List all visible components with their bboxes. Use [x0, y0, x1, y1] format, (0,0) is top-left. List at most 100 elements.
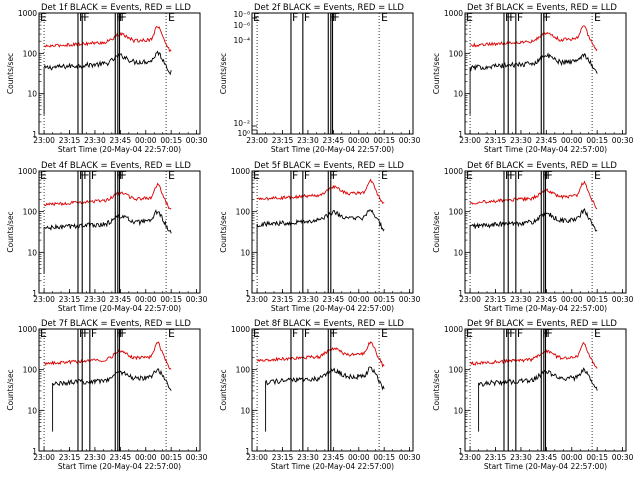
- x-tick-label: 00:15: [160, 453, 182, 462]
- events-series-line: [478, 367, 598, 432]
- eclipse-marker-label: E: [466, 169, 473, 182]
- flare-marker-label: F: [509, 169, 515, 182]
- panel-det-2f: Det 2f BLACK = Events, RED = LLDEFFFFFE2…: [219, 3, 421, 154]
- panel-det-9f: Det 9f BLACK = Events, RED = LLDEFFFFFFE…: [432, 319, 634, 471]
- flare-marker-label: F: [545, 169, 551, 182]
- flare-marker-label: F: [545, 11, 551, 24]
- x-tick-label: 00:00: [348, 136, 370, 145]
- x-axis-label: Start Time (20-May-04 22:57:00): [484, 462, 607, 471]
- y-tick-label: 1: [32, 289, 37, 298]
- y-tick-label: 10: [240, 406, 250, 415]
- x-tick-label: 23:30: [297, 453, 319, 462]
- x-tick-label: 23:30: [84, 295, 106, 304]
- y-axis-label: Counts/sec: [6, 53, 15, 94]
- plot-frame: [464, 328, 627, 452]
- eclipse-marker-label: E: [466, 11, 473, 24]
- x-tick-label: 00:15: [160, 295, 182, 304]
- flare-marker-label: F: [121, 11, 127, 24]
- x-tick-label: 00:00: [135, 453, 157, 462]
- flare-marker-label: F: [83, 11, 89, 24]
- flare-marker-label: F: [292, 169, 298, 182]
- panel-title: Det 8f BLACK = Events, RED = LLD: [254, 319, 404, 329]
- x-tick-label: 23:15: [272, 295, 294, 304]
- eclipse-marker-label: E: [466, 327, 473, 340]
- y-tick-label: 10: [240, 248, 250, 257]
- events-series-line: [265, 366, 385, 432]
- y-tick-label: 1: [458, 447, 463, 456]
- events-series-line: [43, 209, 172, 274]
- panel-det-6f: Det 6f BLACK = Events, RED = LLDEFFFFFFE…: [432, 161, 634, 313]
- events-series-line: [469, 52, 598, 115]
- flare-marker-label: F: [121, 169, 127, 182]
- lld-series-line: [256, 178, 385, 204]
- x-tick-label: 23:15: [272, 453, 294, 462]
- eclipse-marker-label: E: [168, 169, 175, 182]
- x-tick-label: 00:30: [186, 295, 208, 304]
- y-tick-label: 100: [236, 208, 251, 217]
- y-tick-label: 100: [23, 208, 38, 217]
- x-axis-label: Start Time (20-May-04 22:57:00): [58, 145, 181, 154]
- eclipse-marker-label: E: [253, 327, 260, 340]
- lld-series-line: [43, 182, 172, 210]
- eclipse-marker-label: E: [381, 11, 388, 24]
- x-tick-label: 00:30: [186, 453, 208, 462]
- y-tick-label: 1: [458, 289, 463, 298]
- x-tick-label: 23:00: [33, 136, 55, 145]
- flare-marker-label: F: [547, 169, 553, 182]
- x-tick-label: 23:45: [110, 295, 132, 304]
- flare-marker-label: F: [292, 327, 298, 340]
- panel-title: Det 4f BLACK = Events, RED = LLD: [41, 161, 191, 171]
- x-tick-label: 00:00: [561, 295, 583, 304]
- x-tick-label: 00:00: [135, 295, 157, 304]
- flare-marker-label: F: [542, 11, 548, 24]
- plot-frame: [251, 328, 414, 452]
- flare-marker-label: F: [121, 327, 127, 340]
- x-tick-label: 00:00: [348, 295, 370, 304]
- x-axis-label: Start Time (20-May-04 22:57:00): [271, 304, 394, 313]
- panel-title: Det 1f BLACK = Events, RED = LLD: [41, 3, 191, 13]
- panel-det-3f: Det 3f BLACK = Events, RED = LLDEFFFFFE2…: [432, 3, 634, 154]
- x-axis-label: Start Time (20-May-04 22:57:00): [271, 462, 394, 471]
- x-axis-label: Start Time (20-May-04 22:57:00): [271, 145, 394, 154]
- eclipse-marker-label: E: [594, 169, 601, 182]
- panel-title: Det 9f BLACK = Events, RED = LLD: [467, 319, 617, 329]
- flare-marker-label: F: [83, 169, 89, 182]
- eclipse-marker-label: E: [168, 327, 175, 340]
- x-tick-label: 23:15: [59, 136, 81, 145]
- x-tick-label: 00:00: [348, 453, 370, 462]
- x-tick-label: 23:15: [272, 136, 294, 145]
- x-tick-label: 00:30: [399, 295, 421, 304]
- flare-marker-label: F: [83, 327, 89, 340]
- x-axis-label: Start Time (20-May-04 22:57:00): [484, 145, 607, 154]
- y-tick-label: 10⁻²: [233, 119, 250, 128]
- y-tick-label: 10: [27, 248, 37, 257]
- x-tick-label: 23:00: [246, 453, 268, 462]
- events-series-line: [52, 368, 172, 432]
- flare-marker-label: F: [334, 11, 340, 24]
- flare-marker-label: F: [332, 327, 338, 340]
- x-tick-label: 23:45: [536, 295, 558, 304]
- x-tick-label: 23:00: [459, 136, 481, 145]
- y-tick-label: 10: [27, 90, 37, 99]
- x-tick-label: 23:00: [33, 295, 55, 304]
- flare-marker-label: F: [517, 169, 523, 182]
- y-tick-label: 1: [245, 289, 250, 298]
- x-tick-label: 23:30: [297, 136, 319, 145]
- y-axis-label: Counts/sec: [6, 211, 15, 252]
- y-tick-label: 100: [23, 366, 38, 375]
- y-tick-label: 1000: [444, 9, 463, 18]
- x-tick-label: 23:00: [246, 136, 268, 145]
- y-axis-label: Counts/sec: [432, 211, 441, 252]
- y-tick-label: 10⁻⁴: [233, 36, 250, 45]
- x-tick-label: 23:45: [323, 453, 345, 462]
- panel-title: Det 3f BLACK = Events, RED = LLD: [467, 3, 617, 13]
- flare-marker-label: F: [304, 11, 310, 24]
- x-axis-label: Start Time (20-May-04 22:57:00): [58, 462, 181, 471]
- y-tick-label: 1000: [231, 167, 250, 176]
- flare-marker-label: F: [119, 169, 125, 182]
- x-tick-label: 00:15: [586, 295, 608, 304]
- y-tick-label: 1: [32, 130, 37, 139]
- panel-title: Det 2f BLACK = Events, RED = LLD: [254, 3, 404, 13]
- x-tick-label: 23:45: [110, 453, 132, 462]
